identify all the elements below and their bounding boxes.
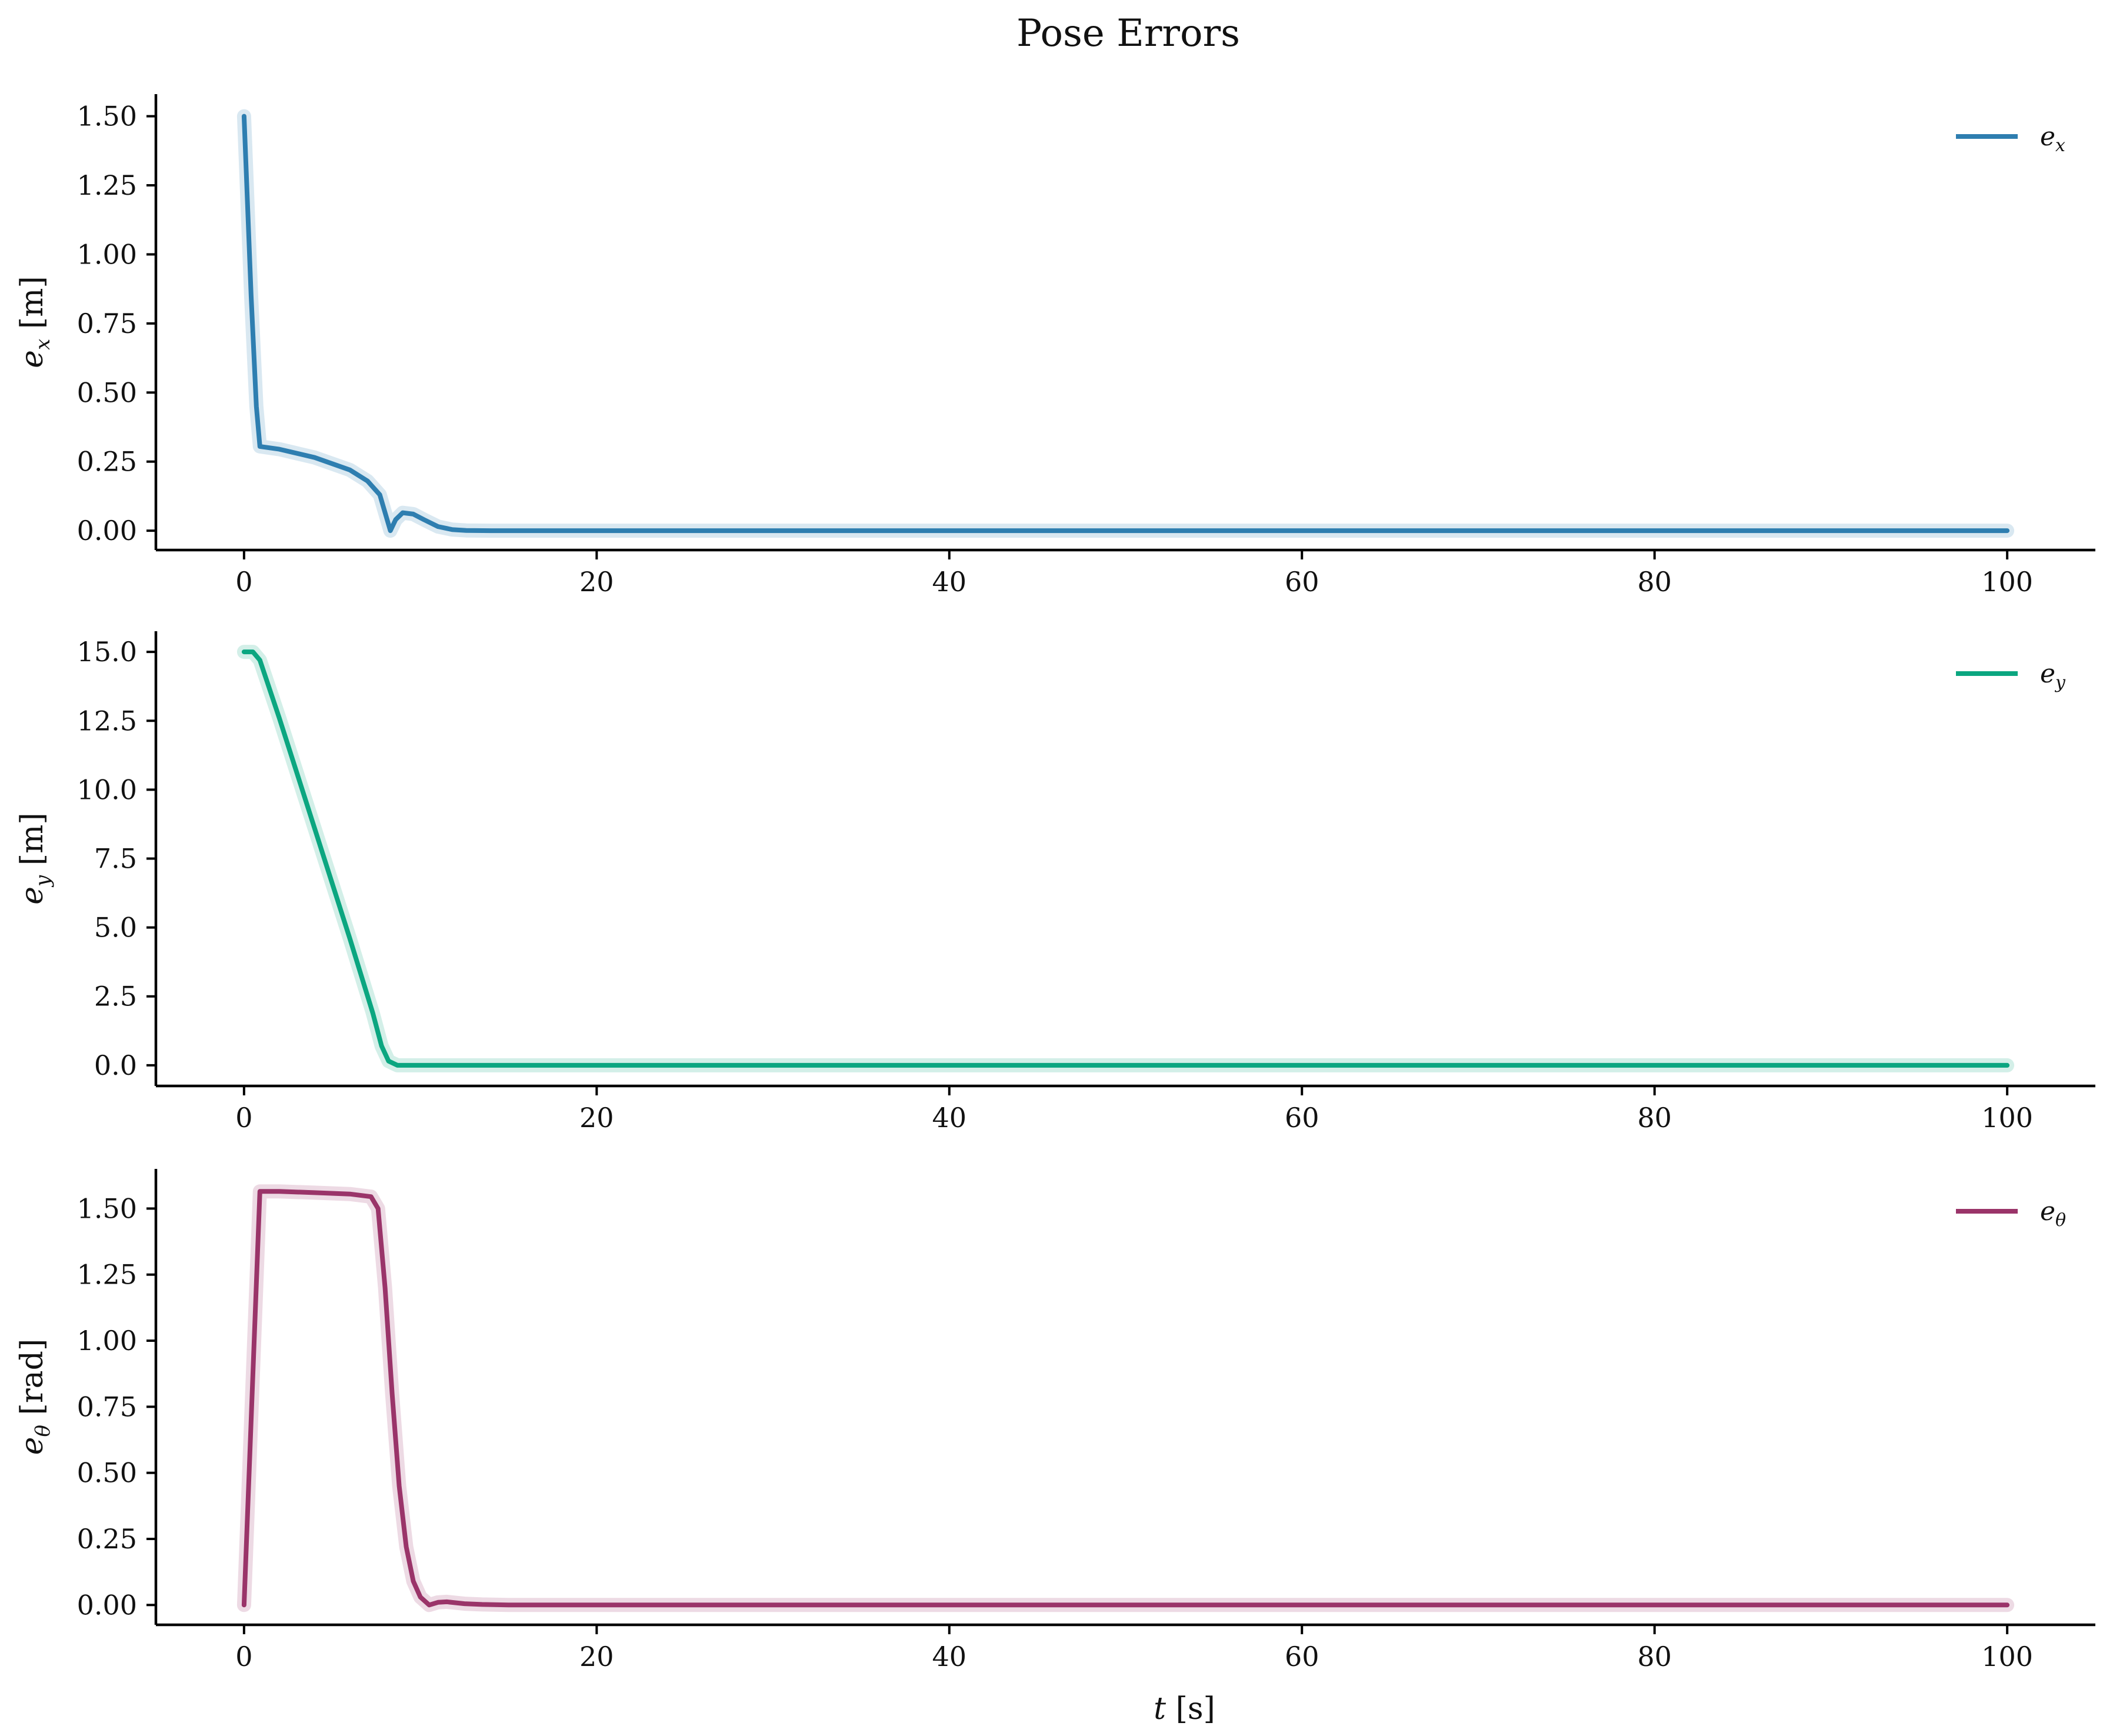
series-line-etheta — [241, 1189, 2010, 1608]
y-tick-label: 5.0 — [94, 912, 137, 944]
x-tick-label: 80 — [1637, 1102, 1672, 1134]
y-tick-label: 7.5 — [94, 843, 137, 875]
y-tick-label: 12.5 — [77, 705, 137, 737]
legend-etheta: eθ — [1956, 1197, 2066, 1231]
x-tick-label: 0 — [235, 566, 252, 598]
x-tick-label: 20 — [579, 1102, 614, 1134]
x-tick-label: 80 — [1637, 1641, 1672, 1672]
y-tick-label: 1.00 — [77, 1325, 137, 1357]
y-tick-label: 0.50 — [77, 376, 137, 408]
y-tick-label: 1.25 — [77, 1259, 137, 1291]
y-axis-label: ex [m] — [15, 276, 55, 368]
x-tick-label: 60 — [1285, 1641, 1319, 1672]
x-tick-label: 0 — [235, 1102, 252, 1134]
x-tick-label: 40 — [932, 566, 966, 598]
x-axis-label: t [s] — [1154, 1691, 1215, 1727]
y-tick-label: 10.0 — [77, 774, 137, 805]
x-tick-label: 20 — [579, 566, 614, 598]
x-tick-label: 100 — [1981, 1641, 2033, 1672]
y-tick-label: 1.50 — [77, 101, 137, 132]
y-tick-label: 1.50 — [77, 1192, 137, 1224]
y-tick-label: 15.0 — [77, 636, 137, 668]
legend-label: eθ — [2040, 1197, 2066, 1231]
x-tick-label: 60 — [1285, 566, 1319, 598]
series-line-ex — [241, 114, 2010, 534]
y-tick-label: 1.25 — [77, 169, 137, 201]
x-tick-label: 40 — [932, 1641, 966, 1672]
legend-label: ey — [2040, 659, 2066, 693]
y-axis-label: eθ [rad] — [15, 1339, 55, 1455]
subplot-etheta: 0 20 40 60 80 100 0.00 0.25 0.50 0.75 1.00 1.25 1.50… — [15, 1169, 2095, 1727]
y-tick-label: 0.0 — [94, 1049, 137, 1081]
x-tick-label: 100 — [1981, 566, 2033, 598]
x-tick-label: 60 — [1285, 1102, 1319, 1134]
figure-title: Pose Errors — [1016, 12, 1240, 55]
legend-ex: ex — [1956, 122, 2065, 156]
y-tick-label: 0.75 — [77, 308, 137, 339]
subplot-ey: 0 20 40 60 80 100 0.0 2.5 5.0 7.5 10.0 12.5 15.0 ey [… — [15, 631, 2095, 1134]
x-tick-label: 0 — [235, 1641, 252, 1672]
y-tick-label: 0.25 — [77, 1523, 137, 1555]
y-tick-label: 0.00 — [77, 515, 137, 547]
legend-ey: ey — [1956, 659, 2066, 693]
y-axis-label: ey [m] — [15, 812, 55, 904]
y-tick-label: 2.5 — [94, 981, 137, 1012]
x-tick-label: 40 — [932, 1102, 966, 1134]
y-tick-label: 0.75 — [77, 1391, 137, 1422]
x-tick-label: 80 — [1637, 566, 1672, 598]
legend-label: ex — [2040, 122, 2065, 156]
y-tick-label: 0.00 — [77, 1589, 137, 1621]
x-tick-label: 100 — [1981, 1102, 2033, 1134]
x-tick-label: 20 — [579, 1641, 614, 1672]
series-line-ey — [241, 649, 2010, 1068]
y-tick-label: 0.25 — [77, 446, 137, 478]
y-tick-label: 1.00 — [77, 238, 137, 270]
y-tick-label: 0.50 — [77, 1457, 137, 1489]
subplot-ex: 0 20 40 60 80 100 0.00 0.25 0.50 0.75 1.00 1.25 1.50… — [15, 94, 2095, 598]
